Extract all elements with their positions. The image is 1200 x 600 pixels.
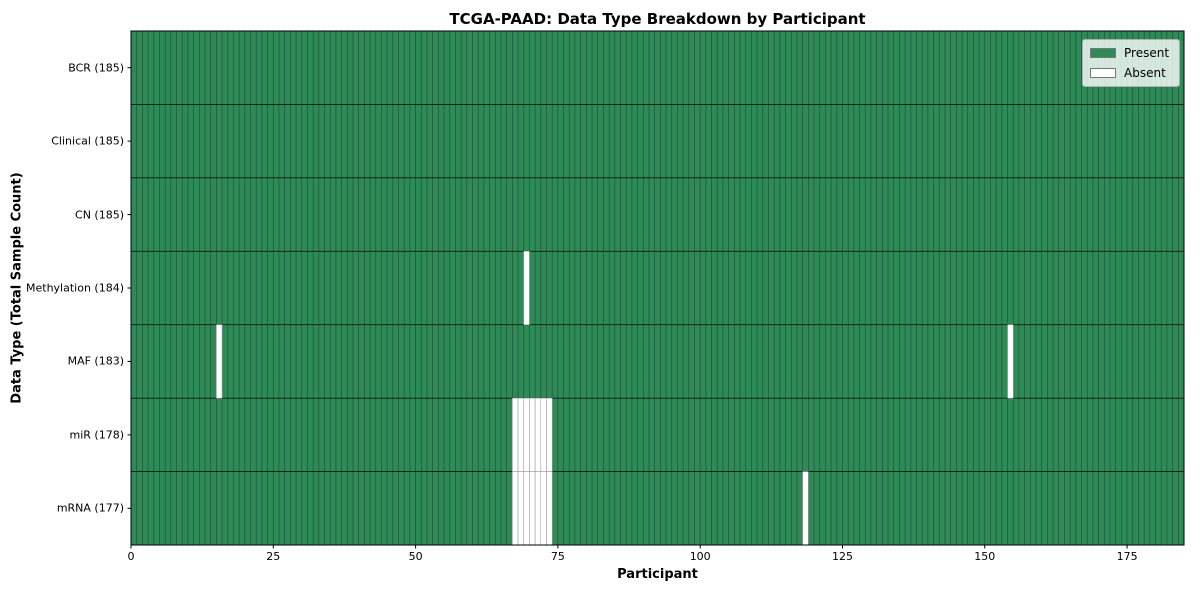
y-tick-label-maf: MAF (183) xyxy=(67,354,124,368)
y-tick-label-mrna: mRNA (177) xyxy=(56,501,124,515)
y-tick-label-mir: miR (178) xyxy=(69,428,125,442)
y-tick-label-bcr: BCR (185) xyxy=(68,61,124,75)
x-tick-label-125: 125 xyxy=(831,550,853,563)
chart-title: TCGA-PAAD: Data Type Breakdown by Partic… xyxy=(449,10,866,28)
legend-label-absent: Absent xyxy=(1124,66,1166,80)
legend: Present Absent xyxy=(1082,39,1181,87)
x-tick-label-0: 0 xyxy=(127,550,135,563)
absent-color-swatch xyxy=(1090,68,1116,78)
y-tick-label-methylation: Methylation (184) xyxy=(26,281,124,295)
legend-item-present: Present xyxy=(1090,46,1169,60)
x-tick-label-175: 175 xyxy=(1116,550,1138,563)
x-axis-label: Participant xyxy=(617,567,698,582)
x-tick-label-50: 50 xyxy=(408,550,423,563)
legend-item-absent: Absent xyxy=(1090,66,1169,80)
y-tick-label-cn: CN (185) xyxy=(75,208,124,222)
y-tick-label-clinical: Clinical (185) xyxy=(51,134,124,148)
x-tick-label-25: 25 xyxy=(266,550,281,563)
x-tick-label-75: 75 xyxy=(550,550,565,563)
x-tick-label-150: 150 xyxy=(974,550,996,563)
legend-label-present: Present xyxy=(1124,46,1170,60)
x-tick-label-100: 100 xyxy=(689,550,711,563)
present-color-swatch xyxy=(1090,48,1116,58)
